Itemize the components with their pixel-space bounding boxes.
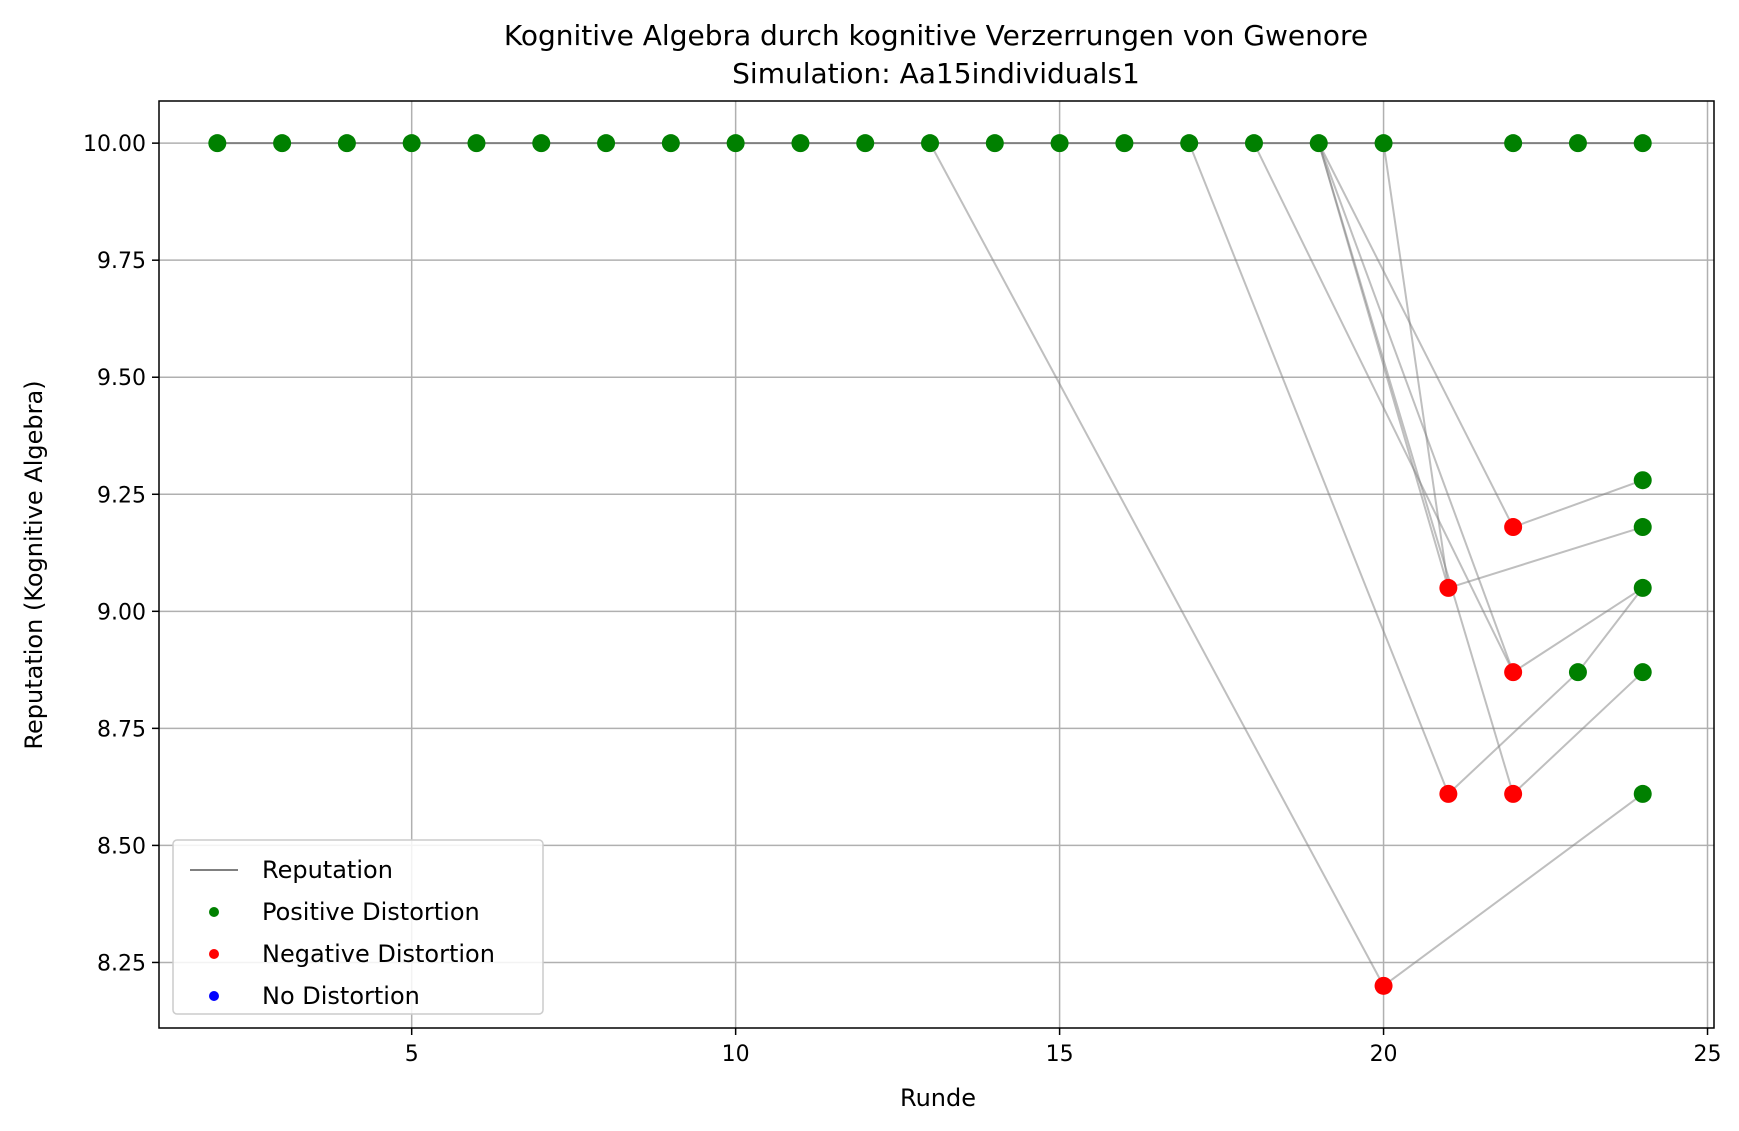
legend-dot-swatch bbox=[209, 991, 219, 1001]
positive-distortion-point bbox=[1633, 784, 1652, 803]
connector-line bbox=[1317, 142, 1515, 673]
x-axis-label: Runde bbox=[900, 1084, 976, 1112]
x-tick-label: 5 bbox=[405, 1042, 419, 1067]
positive-distortion-point bbox=[208, 134, 227, 153]
connector-line bbox=[1512, 671, 1644, 795]
positive-distortion-point bbox=[1568, 663, 1587, 682]
positive-distortion-point bbox=[597, 134, 616, 153]
positive-distortion-point bbox=[1633, 663, 1652, 682]
y-ticks: 8.25 8.50 8.75 9.00 9.25 9.50 9.75 10.00 bbox=[83, 132, 159, 976]
y-tick-label: 8.50 bbox=[97, 834, 146, 859]
connector-line bbox=[1512, 587, 1644, 674]
legend-box bbox=[172, 839, 544, 1015]
connector-line bbox=[1253, 142, 1515, 673]
positive-distortion-point bbox=[1633, 578, 1652, 597]
legend-dot-swatch bbox=[209, 949, 219, 959]
x-tick-label: 25 bbox=[1694, 1042, 1722, 1067]
y-axis-label: Reputation (Kognitive Algebra) bbox=[20, 380, 48, 749]
connector-line bbox=[1317, 142, 1515, 795]
legend: Reputation Positive Distortion Negative Di… bbox=[172, 839, 544, 1015]
x-tick-label: 20 bbox=[1370, 1042, 1398, 1067]
positive-distortion-point bbox=[1633, 471, 1652, 490]
positive-distortion-point bbox=[1309, 134, 1328, 153]
positive-distortion-point bbox=[791, 134, 810, 153]
positive-distortion-point bbox=[467, 134, 486, 153]
y-tick-label: 9.00 bbox=[97, 600, 146, 625]
grid bbox=[159, 101, 1714, 1028]
negative-distortion-point bbox=[1504, 663, 1523, 682]
x-ticks: 5 10 15 20 25 bbox=[405, 1028, 1722, 1067]
positive-distortion-point bbox=[1504, 134, 1523, 153]
legend-label: Reputation bbox=[262, 856, 393, 884]
positive-distortion-point bbox=[1568, 134, 1587, 153]
data-points bbox=[208, 134, 1652, 995]
y-tick-label: 9.50 bbox=[97, 366, 146, 391]
x-tick-label: 15 bbox=[1046, 1042, 1074, 1067]
negative-distortion-point bbox=[1439, 578, 1458, 597]
negative-distortion-point bbox=[1504, 784, 1523, 803]
connector-lines bbox=[929, 142, 1644, 987]
legend-label: No Distortion bbox=[262, 982, 420, 1010]
connector-line bbox=[1447, 671, 1579, 795]
legend-label: Negative Distortion bbox=[262, 940, 495, 968]
positive-distortion-point bbox=[1180, 134, 1199, 153]
negative-distortion-point bbox=[1439, 784, 1458, 803]
positive-distortion-point bbox=[1115, 134, 1134, 153]
positive-distortion-point bbox=[1050, 134, 1069, 153]
connector-line bbox=[1448, 526, 1644, 589]
negative-distortion-point bbox=[1504, 518, 1523, 537]
positive-distortion-point bbox=[985, 134, 1004, 153]
x-tick-label: 10 bbox=[722, 1042, 750, 1067]
connector-line bbox=[1382, 793, 1644, 987]
positive-distortion-point bbox=[337, 134, 356, 153]
y-tick-label: 8.25 bbox=[97, 951, 146, 976]
connector-line bbox=[1188, 142, 1450, 795]
positive-distortion-point bbox=[1633, 518, 1652, 537]
connector-line bbox=[1382, 142, 1450, 589]
y-tick-label: 9.25 bbox=[97, 483, 146, 508]
y-tick-label: 10.00 bbox=[83, 132, 146, 157]
connector-line bbox=[1577, 587, 1644, 673]
connector-line bbox=[929, 142, 1385, 987]
positive-distortion-point bbox=[856, 134, 875, 153]
connector-line bbox=[1317, 142, 1515, 528]
y-tick-label: 9.75 bbox=[97, 249, 146, 274]
y-tick-label: 8.75 bbox=[97, 717, 146, 742]
legend-dot-swatch bbox=[209, 907, 219, 917]
negative-distortion-point bbox=[1374, 976, 1393, 995]
positive-distortion-point bbox=[273, 134, 292, 153]
positive-distortion-point bbox=[921, 134, 940, 153]
positive-distortion-point bbox=[1244, 134, 1263, 153]
chart-subtitle: Simulation: Aa15individuals1 bbox=[732, 57, 1140, 90]
positive-distortion-point bbox=[1374, 134, 1393, 153]
positive-distortion-point bbox=[726, 134, 745, 153]
chart-title: Kognitive Algebra durch kognitive Verzer… bbox=[504, 19, 1368, 52]
positive-distortion-point bbox=[661, 134, 680, 153]
legend-label: Positive Distortion bbox=[262, 898, 480, 926]
positive-distortion-point bbox=[1633, 134, 1652, 153]
positive-distortion-point bbox=[402, 134, 421, 153]
plot-frame bbox=[158, 100, 1715, 1029]
positive-distortion-point bbox=[532, 134, 551, 153]
connector-line bbox=[1512, 479, 1644, 528]
